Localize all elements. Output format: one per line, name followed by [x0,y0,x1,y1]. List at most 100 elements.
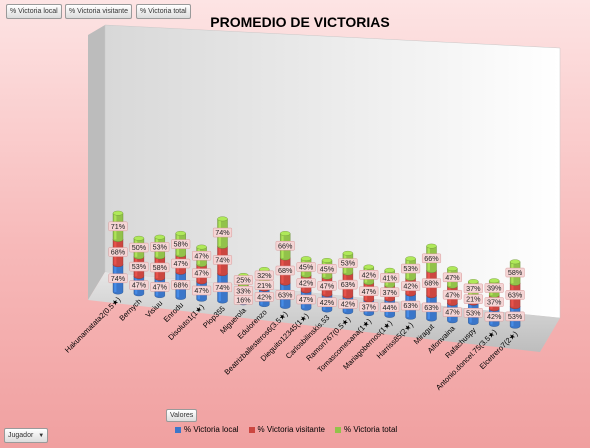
svg-text:68%: 68% [278,266,293,275]
data-label: 63% [338,279,358,290]
filter-button-local[interactable]: % Victoria local [6,4,62,19]
svg-text:44%: 44% [383,303,398,312]
chart-title: PROMEDIO DE VICTORIAS [210,14,389,30]
back-wall [104,24,561,319]
data-label: 37% [484,297,504,307]
data-label: 39% [484,283,504,293]
svg-text:58%: 58% [508,268,523,277]
data-label: 45% [296,262,316,272]
svg-text:53%: 53% [466,308,481,317]
values-field-button[interactable]: Valores [166,409,198,422]
data-label: 50% [129,242,149,253]
svg-text:42%: 42% [299,279,314,288]
data-label: 53% [129,261,149,272]
svg-text:63%: 63% [278,290,293,299]
svg-text:25%: 25% [236,276,251,285]
svg-text:68%: 68% [174,280,189,289]
dropdown-arrow-icon: ▼ [38,433,45,439]
data-label: 47% [192,268,212,278]
data-labels-layer: 74% 68% 71% 47% 53% 50% 47% 58% 53% 68% 47% 58% 47% 4… [108,221,525,322]
data-label: 74% [212,227,233,238]
data-label: 33% [233,286,253,296]
svg-text:37%: 37% [466,284,481,293]
svg-text:74%: 74% [111,274,126,283]
legend-item-total: % Victoria total [334,425,398,434]
data-label: 66% [421,253,442,264]
data-label: 74% [212,255,233,265]
svg-text:47%: 47% [445,273,460,282]
svg-text:47%: 47% [132,281,147,290]
data-label: 47% [171,258,191,269]
data-label: 71% [108,221,128,232]
data-label: 53% [150,242,170,252]
legend-swatch-total [334,426,341,433]
data-label: 63% [275,289,295,300]
data-label: 42% [338,299,358,309]
data-label: 42% [296,278,316,288]
svg-text:68%: 68% [424,279,439,288]
data-label: 74% [212,282,233,293]
data-label: 25% [233,275,253,285]
data-label: 47% [150,282,170,292]
data-label: 47% [442,289,462,300]
data-label: 53% [505,311,525,322]
data-label: 47% [442,272,462,283]
svg-text:71%: 71% [111,222,126,231]
data-label: 68% [275,265,295,276]
svg-text:45%: 45% [299,263,314,272]
svg-text:47%: 47% [194,269,209,278]
data-label: 47% [442,307,462,317]
row-field-dropdown[interactable]: Jugador ▼ [4,428,49,443]
svg-text:63%: 63% [508,291,523,300]
data-label: 42% [401,281,421,291]
data-label: 68% [171,280,191,290]
data-label: 37% [463,283,483,294]
data-label: 58% [505,267,525,278]
bars-group: 74% 68% 71% 47% 53% 50% 47% 58% 53% 68% 47% 58% 47% 4… [108,210,525,329]
data-label: 21% [463,294,483,304]
svg-text:37%: 37% [362,302,377,311]
svg-text:42%: 42% [362,270,377,279]
svg-text:66%: 66% [424,254,439,263]
legend-label-local: % Victoria local [184,425,239,434]
svg-text:21%: 21% [466,295,481,304]
data-label: 47% [192,250,212,261]
legend: % Victoria local % Victoria visitante % … [175,425,397,434]
svg-text:74%: 74% [215,228,230,237]
svg-text:42%: 42% [403,282,418,291]
data-label: 68% [421,278,442,288]
data-label: 58% [150,262,170,273]
svg-text:37%: 37% [487,298,502,307]
svg-text:42%: 42% [257,292,272,301]
filter-button-total[interactable]: % Victoria total [136,4,191,19]
data-label: 16% [233,295,253,305]
legend-label-total: % Victoria total [343,425,398,434]
svg-text:63%: 63% [424,303,439,312]
svg-text:53%: 53% [508,312,523,321]
svg-text:74%: 74% [215,283,230,292]
svg-text:53%: 53% [341,259,356,268]
data-label: 66% [275,240,295,251]
svg-text:66%: 66% [278,241,293,250]
svg-text:45%: 45% [320,264,335,273]
svg-text:74%: 74% [215,256,230,265]
data-label: 68% [108,247,128,257]
svg-text:47%: 47% [174,259,189,268]
svg-text:41%: 41% [383,273,398,282]
svg-text:47%: 47% [153,283,168,292]
side-wall [88,25,105,300]
filter-button-visitante[interactable]: % Victoria visitante [65,4,133,19]
data-label: 53% [338,258,358,268]
legend-swatch-local [175,426,181,433]
data-label: 63% [505,290,525,300]
data-label: 42% [359,270,379,280]
svg-text:47%: 47% [445,290,460,299]
svg-text:53%: 53% [403,264,418,273]
legend-swatch-visitante [248,426,255,433]
data-label: 21% [254,280,274,290]
svg-text:47%: 47% [194,251,209,260]
data-label: 42% [484,311,504,322]
svg-text:39%: 39% [487,284,502,293]
data-label: 47% [129,280,149,290]
